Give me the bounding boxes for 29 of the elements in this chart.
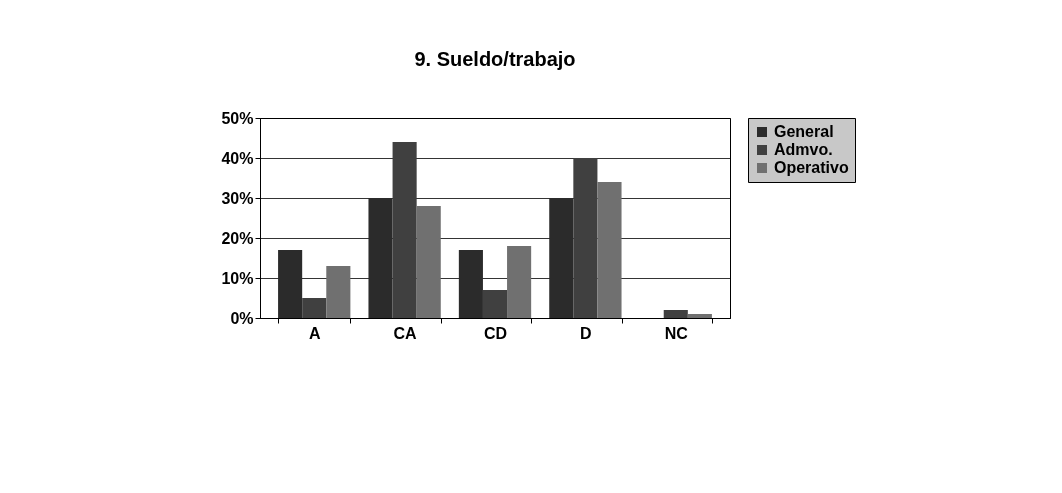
y-tick-label: 10% xyxy=(221,269,254,287)
bar xyxy=(368,198,393,318)
y-tick-label: 50% xyxy=(221,109,254,127)
x-tick-label: A xyxy=(308,324,321,342)
bar xyxy=(278,250,303,318)
chart-title: 9. Sueldo/trabajo xyxy=(414,48,576,70)
y-tick-label: 40% xyxy=(221,149,254,167)
bar xyxy=(573,158,598,318)
bar xyxy=(458,250,483,318)
x-tick-label: NC xyxy=(664,324,689,342)
legend-label: Admvo. xyxy=(774,141,833,158)
y-tick-label: 20% xyxy=(221,229,254,247)
bar xyxy=(392,142,417,318)
bar xyxy=(507,246,532,318)
bar xyxy=(549,198,574,318)
y-tick-label: 30% xyxy=(221,189,254,207)
bar xyxy=(687,314,712,318)
bar xyxy=(302,298,327,318)
bar xyxy=(597,182,622,318)
y-tick-label: 0% xyxy=(230,309,254,327)
x-tick-label: CA xyxy=(393,324,418,342)
legend-label: Operativo xyxy=(774,159,849,176)
x-tick-label: CD xyxy=(483,324,508,342)
bar xyxy=(482,290,508,318)
bar xyxy=(326,266,351,318)
legend-label: General xyxy=(774,123,834,140)
bar xyxy=(416,206,441,318)
x-tick-label: D xyxy=(580,324,592,342)
bar xyxy=(663,310,688,318)
